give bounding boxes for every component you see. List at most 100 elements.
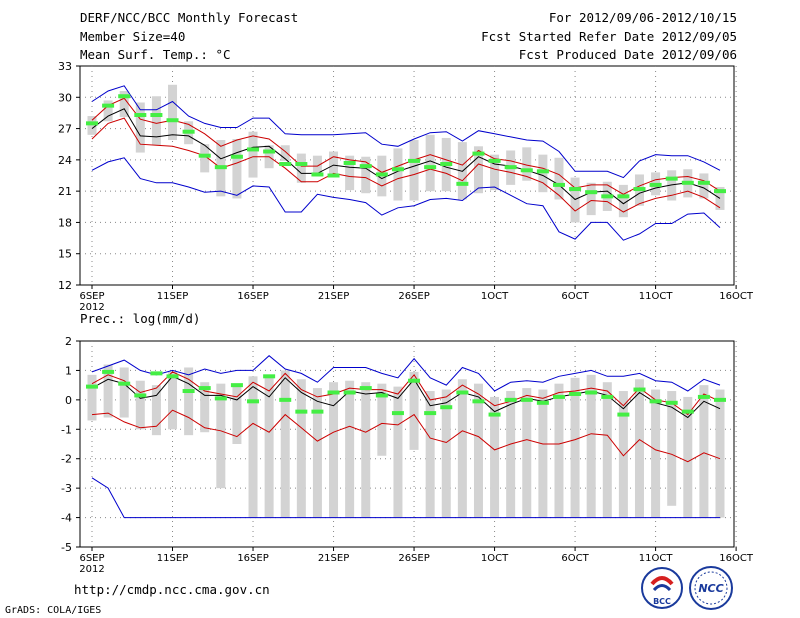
- climatology-marker: [681, 409, 694, 414]
- y-tick-label: 21: [58, 185, 72, 198]
- range-bar: [554, 157, 564, 200]
- range-bar: [312, 388, 322, 518]
- x-tick-label: 1OCT: [481, 553, 509, 564]
- range-bar: [232, 386, 242, 444]
- climatology-marker: [440, 405, 453, 410]
- y-tick-label: 24: [58, 154, 72, 167]
- climatology-marker: [697, 180, 710, 185]
- climatology-marker: [263, 149, 276, 154]
- climatology-marker: [617, 194, 630, 199]
- climatology-marker: [86, 121, 98, 126]
- x-tick-label: 1OCT: [481, 291, 509, 302]
- climatology-marker: [311, 172, 324, 177]
- range-bar: [522, 147, 532, 181]
- range-bar: [425, 391, 435, 518]
- x-tick-label: 6OCT: [561, 553, 589, 564]
- climatology-marker: [311, 409, 324, 414]
- range-bar: [393, 386, 403, 518]
- climatology-marker: [472, 399, 485, 404]
- climatology-marker: [456, 390, 469, 395]
- y-tick-label: -4: [61, 512, 72, 525]
- range-bar: [441, 389, 451, 518]
- climatology-marker: [504, 397, 517, 402]
- forecast-start-date: Fcst Started Refer Date 2012/09/05: [481, 29, 737, 44]
- range-bar: [554, 383, 564, 518]
- climatology-marker: [134, 113, 147, 118]
- forecast-period: For 2012/09/06-2012/10/15: [548, 10, 737, 25]
- climatology-marker: [359, 386, 372, 391]
- bcc-logo-text: BCC: [653, 597, 671, 606]
- climatology-marker: [230, 383, 243, 388]
- range-bar: [329, 382, 339, 518]
- range-bar: [103, 100, 113, 122]
- range-bar: [425, 134, 435, 192]
- range-bar: [87, 116, 97, 135]
- x-tick-label: 6SEP: [79, 553, 104, 564]
- climatology-marker: [198, 153, 211, 158]
- x-tick-label: 21SEP: [318, 553, 349, 564]
- climatology-marker: [102, 369, 115, 374]
- climatology-marker: [86, 384, 98, 389]
- climatology-marker: [343, 160, 356, 165]
- x-tick-label: 16SEP: [237, 291, 268, 302]
- climatology-marker: [150, 371, 163, 376]
- range-bar: [151, 385, 161, 436]
- climatology-marker: [552, 394, 565, 399]
- climatology-marker: [198, 386, 211, 391]
- y-tick-label: 30: [58, 91, 72, 104]
- chart-1-group: 12 15 18 21 24 27 30 33 6SEP 11SEP 16SEP 21SEP 26SEP…: [58, 60, 754, 313]
- climatology-marker: [536, 169, 549, 174]
- climatology-marker: [714, 189, 726, 194]
- climatology-marker: [134, 393, 147, 398]
- x-tick-label: 11OCT: [639, 553, 674, 564]
- ncc-logo: NCC: [689, 566, 733, 610]
- range-bar: [490, 396, 500, 518]
- y-tick-label: -3: [61, 482, 72, 495]
- climatology-marker: [649, 182, 662, 187]
- range-bar: [361, 156, 371, 194]
- range-bar: [345, 155, 355, 191]
- range-bar: [618, 184, 628, 218]
- range-bar: [296, 379, 306, 518]
- climatology-marker: [665, 176, 678, 181]
- range-bar: [135, 380, 145, 430]
- range-bar: [216, 383, 226, 489]
- range-bar: [522, 388, 532, 518]
- range-bar: [538, 154, 548, 193]
- range-bar: [490, 154, 500, 191]
- range-bar: [151, 96, 161, 146]
- y-tick-label: -5: [61, 541, 72, 554]
- climatology-marker: [569, 187, 582, 192]
- climatology-marker: [585, 390, 598, 395]
- climatology-marker: [247, 399, 260, 404]
- range-bar: [200, 382, 210, 433]
- range-bar: [473, 383, 483, 518]
- climatology-marker: [166, 118, 179, 123]
- x-tick-label: 26SEP: [398, 291, 429, 302]
- range-bar: [280, 370, 290, 518]
- range-bar: [168, 84, 178, 141]
- plot-frame: [79, 340, 735, 548]
- x-tick-label: 11SEP: [157, 553, 188, 564]
- y-tick-label: 27: [58, 123, 72, 136]
- climatology-marker: [343, 390, 356, 395]
- range-bar: [119, 367, 129, 418]
- y-tick-label: 33: [58, 60, 72, 73]
- series-line-mean-1-std: [91, 409, 721, 463]
- range-bar: [409, 140, 419, 201]
- x-tick-label: 6OCT: [561, 291, 589, 302]
- range-bar: [264, 377, 274, 518]
- chart-title: DERF/NCC/BCC Monthly Forecast: [80, 10, 299, 25]
- source-url[interactable]: http://cmdp.ncc.cma.gov.cn: [74, 582, 270, 597]
- climatology-marker: [295, 409, 308, 414]
- range-bar: [506, 391, 516, 518]
- climatology-marker: [391, 411, 404, 416]
- series-line-ensemble-max: [91, 355, 721, 392]
- range-bar: [296, 153, 306, 183]
- forecast-produced-date: Fcst Produced Date 2012/09/06: [518, 47, 737, 62]
- range-bar: [683, 396, 693, 518]
- y-tick-label: -1: [61, 423, 72, 436]
- range-bar: [538, 389, 548, 518]
- range-bar: [457, 379, 467, 518]
